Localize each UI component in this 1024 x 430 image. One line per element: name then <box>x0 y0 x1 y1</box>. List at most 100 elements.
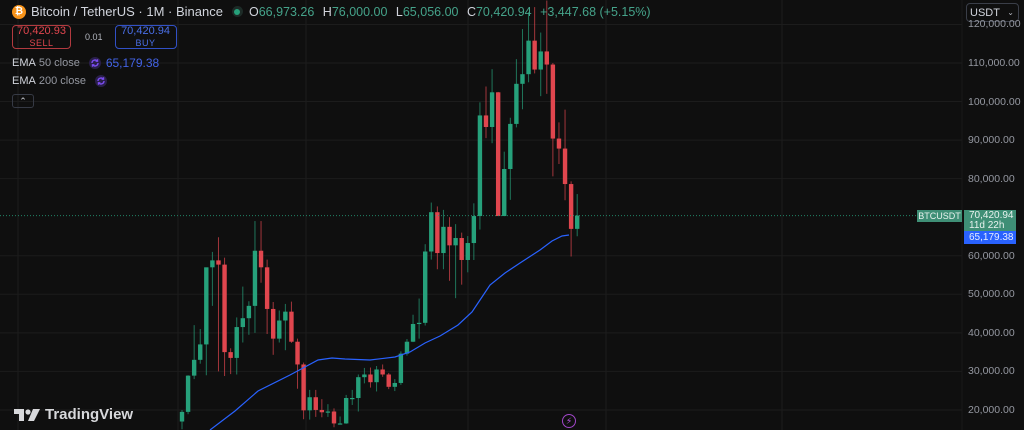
bar-countdown: 11d 22h <box>969 219 1005 231</box>
spread-value: 0.01 <box>85 32 103 42</box>
candle <box>234 317 239 375</box>
candle <box>447 217 452 281</box>
candle <box>246 301 252 335</box>
candle <box>343 394 349 424</box>
ohlc-values: O66,973.26 H76,000.00 L65,056.00 C70,420… <box>249 5 656 19</box>
currency-select[interactable]: USDT ⌄ <box>966 3 1019 22</box>
last-price-tag: 70,420.94 11d 22h <box>964 209 1016 231</box>
candle <box>459 232 464 285</box>
open-label: O <box>248 4 259 19</box>
price-axis-label: 30,000.00 <box>968 365 1015 378</box>
buy-button[interactable]: 70,420.94 BUY <box>114 25 177 49</box>
symbol-title[interactable]: Bitcoin / TetherUS · 1M · Binance <box>31 4 223 19</box>
candle <box>544 0 549 94</box>
change-value: +3,447.68 (+5.15%) <box>540 4 651 19</box>
indicator-name: EMA <box>12 75 36 87</box>
candle <box>313 389 318 417</box>
candle <box>350 389 355 405</box>
chevron-up-icon: ⌃ <box>19 95 27 106</box>
low-value: 65,056.00 <box>402 4 459 19</box>
chevron-down-icon: ⌄ <box>1007 8 1014 17</box>
candle <box>222 257 227 377</box>
price-axis-label: 60,000.00 <box>968 249 1015 262</box>
indicator-ema50[interactable]: EMA 50 close 65,179.38 <box>12 56 159 70</box>
logo-text: TradingView <box>45 406 134 423</box>
candle <box>538 32 543 97</box>
sell-label: SELL <box>29 37 54 48</box>
candle <box>264 259 270 335</box>
candle <box>508 117 513 200</box>
candle <box>502 151 507 217</box>
candle <box>289 301 294 343</box>
candle <box>556 122 562 165</box>
candle <box>392 379 397 392</box>
bitcoin-icon: ₿ <box>12 4 26 19</box>
candle <box>204 267 209 376</box>
symbol-legend: ₿ Bitcoin / TetherUS · 1M · Binance O66,… <box>12 4 656 19</box>
price-axis-label: 120,000.00 <box>968 18 1021 31</box>
candle <box>301 362 306 420</box>
candle <box>575 194 580 237</box>
candle <box>562 109 568 201</box>
candle <box>483 86 489 139</box>
candle <box>398 351 404 385</box>
candle <box>435 206 440 270</box>
candle <box>271 302 276 355</box>
candle <box>416 298 422 339</box>
candle <box>568 181 574 257</box>
collapse-legend-button[interactable]: ⌃ <box>12 94 34 108</box>
candle <box>258 221 264 283</box>
tradingview-logo[interactable]: TradingView <box>14 406 133 423</box>
candle <box>198 328 203 364</box>
indicator-args: 200 close <box>38 75 86 87</box>
price-axis-label: 40,000.00 <box>968 326 1015 339</box>
candle <box>277 310 282 343</box>
refresh-icon[interactable] <box>88 57 101 69</box>
candle <box>423 244 428 326</box>
candle <box>477 102 483 230</box>
sell-price: 70,420.93 <box>17 24 66 37</box>
last-price: 70,420.94 <box>969 209 1014 221</box>
candle <box>520 29 525 110</box>
candle <box>386 372 391 390</box>
indicator-name: EMA <box>12 57 36 69</box>
ema50-line <box>209 234 570 430</box>
candle <box>368 367 373 388</box>
symbol-tag: BTCUSDT <box>917 209 962 222</box>
candle <box>179 409 185 430</box>
candle <box>295 338 300 389</box>
candle <box>283 303 288 351</box>
currency-value: USDT <box>970 6 1000 19</box>
open-value: 66,973.26 <box>258 4 315 19</box>
candle <box>307 389 312 420</box>
price-axis-label: 20,000.00 <box>968 403 1015 416</box>
candle <box>495 91 501 217</box>
buy-label: BUY <box>135 37 156 48</box>
candle <box>374 366 379 392</box>
candle <box>410 314 416 343</box>
refresh-icon[interactable] <box>94 75 107 87</box>
candle <box>191 325 197 380</box>
candle <box>532 7 537 74</box>
ema-price-tag: 65,179.38 <box>964 230 1016 244</box>
candle <box>441 209 446 270</box>
candle <box>210 251 215 306</box>
close-value: 70,420.94 <box>475 4 532 19</box>
candle <box>453 224 458 299</box>
indicator-value: 65,179.38 <box>105 56 160 70</box>
candle <box>228 348 233 375</box>
indicator-ema200[interactable]: EMA 200 close <box>12 75 107 87</box>
tradingview-logo-icon <box>14 408 40 421</box>
candle <box>216 237 221 372</box>
candle <box>337 416 343 425</box>
candle <box>319 399 325 418</box>
candle <box>429 202 434 260</box>
sell-button[interactable]: 70,420.93 SELL <box>12 25 71 49</box>
trade-buttons: 70,420.93 SELL 0.01 70,420.94 BUY <box>12 25 177 49</box>
candle <box>465 236 470 273</box>
close-label: C <box>466 4 476 19</box>
lightning-icon[interactable]: ⚡︎ <box>562 414 576 428</box>
candle <box>550 63 556 177</box>
market-status-icon[interactable] <box>231 6 243 17</box>
